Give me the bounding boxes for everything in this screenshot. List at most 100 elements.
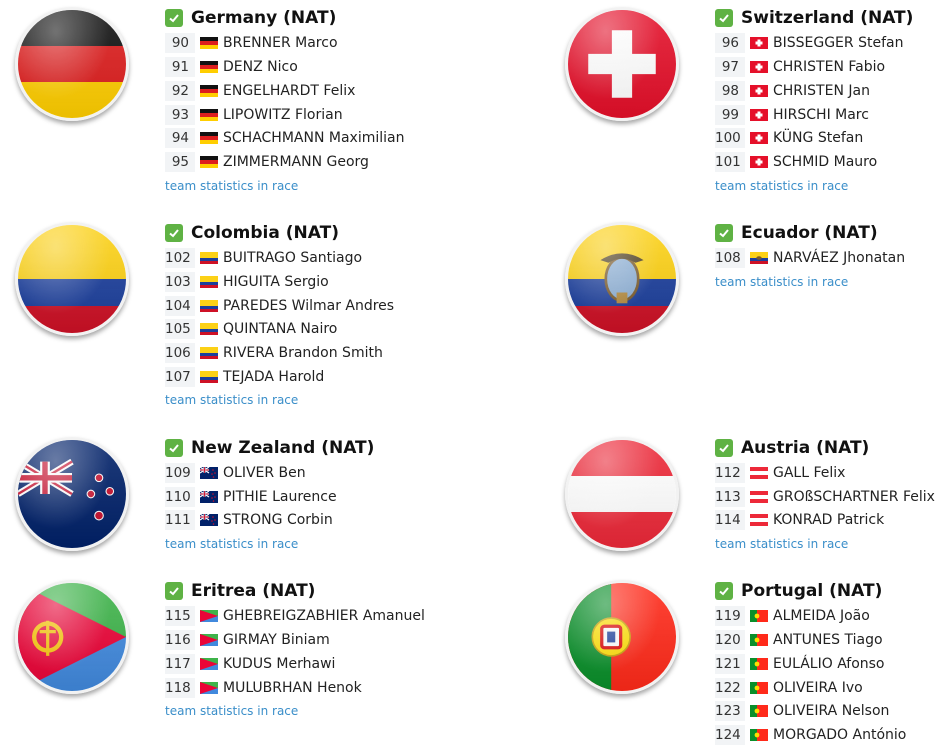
rider-row[interactable]: 107 TEJADA Harold — [165, 367, 324, 387]
team-statistics-link[interactable]: team statistics in race — [715, 179, 849, 193]
rider-name[interactable]: HIGUITA Sergio — [223, 274, 329, 290]
team-statistics-link[interactable]: team statistics in race — [165, 537, 299, 551]
rider-name[interactable]: KUDUS Merhawi — [223, 656, 336, 672]
rider-name[interactable]: BUITRAGO Santiago — [223, 250, 363, 266]
rider-row[interactable]: 108 NARVÁEZ Jhonatan — [715, 248, 905, 268]
rider-row[interactable]: 117 KUDUS Merhawi — [165, 654, 335, 674]
rider-row[interactable]: 109 OLIVER Ben — [165, 463, 306, 483]
rider-row[interactable]: 92 ENGELHARDT Felix — [165, 81, 355, 101]
rider-row[interactable]: 93 LIPOWITZ Florian — [165, 105, 343, 125]
rider-row[interactable]: 118 MULUBRHAN Henok — [165, 678, 362, 698]
rider-name[interactable]: LIPOWITZ Florian — [223, 107, 343, 123]
team-name[interactable]: Austria (NAT) — [741, 438, 870, 458]
colombia-flag-icon[interactable] — [15, 222, 129, 336]
rider-row[interactable]: 120 ANTUNES Tiago — [715, 630, 883, 650]
rider-row[interactable]: 100 KÜNG Stefan — [715, 128, 863, 148]
rider-name[interactable]: BISSEGGER Stefan — [773, 35, 904, 51]
new-zealand-flag-icon[interactable] — [15, 437, 129, 551]
rider-row[interactable]: 91 DENZ Nico — [165, 57, 298, 77]
rider-name[interactable]: QUINTANA Nairo — [223, 321, 338, 337]
rider-name[interactable]: SCHACHMANN Maximilian — [223, 130, 405, 146]
rider-row[interactable]: 116 GIRMAY Biniam — [165, 630, 330, 650]
team-title[interactable]: Austria (NAT) — [715, 438, 869, 458]
rider-name[interactable]: RIVERA Brandon Smith — [223, 345, 383, 361]
germany-flag-icon[interactable] — [15, 7, 129, 121]
team-name[interactable]: Switzerland (NAT) — [741, 8, 914, 28]
rider-row[interactable]: 99 HIRSCHI Marc — [715, 105, 869, 125]
rider-name[interactable]: HIRSCHI Marc — [773, 107, 869, 123]
team-name[interactable]: Eritrea (NAT) — [191, 581, 316, 601]
team-name[interactable]: Germany (NAT) — [191, 8, 337, 28]
ecuador-flag-icon[interactable] — [565, 222, 679, 336]
switzerland-flag-icon[interactable] — [565, 7, 679, 121]
rider-name[interactable]: ALMEIDA João — [773, 608, 870, 624]
rider-row[interactable]: 96 BISSEGGER Stefan — [715, 33, 903, 53]
rider-row[interactable]: 123 OLIVEIRA Nelson — [715, 701, 889, 721]
team-statistics-link[interactable]: team statistics in race — [165, 704, 299, 718]
rider-name[interactable]: MULUBRHAN Henok — [223, 680, 362, 696]
rider-row[interactable]: 119 ALMEIDA João — [715, 606, 870, 626]
rider-row[interactable]: 122 OLIVEIRA Ivo — [715, 678, 863, 698]
rider-row[interactable]: 111 STRONG Corbin — [165, 510, 333, 530]
rider-name[interactable]: DENZ Nico — [223, 59, 298, 75]
rider-name[interactable]: CHRISTEN Jan — [773, 83, 870, 99]
rider-name[interactable]: STRONG Corbin — [223, 512, 333, 528]
rider-row[interactable]: 110 PITHIE Laurence — [165, 487, 337, 507]
austria-flag-icon[interactable] — [565, 437, 679, 551]
team-title[interactable]: Switzerland (NAT) — [715, 8, 913, 28]
rider-name[interactable]: MORGADO António — [773, 727, 907, 743]
rider-row[interactable]: 101 SCHMID Mauro — [715, 152, 877, 172]
rider-name[interactable]: KONRAD Patrick — [773, 512, 885, 528]
team-name[interactable]: Portugal (NAT) — [741, 581, 883, 601]
team-title[interactable]: Eritrea (NAT) — [165, 581, 315, 601]
rider-name[interactable]: EULÁLIO Afonso — [773, 656, 885, 672]
team-statistics-link[interactable]: team statistics in race — [715, 275, 849, 289]
team-statistics-link[interactable]: team statistics in race — [165, 179, 299, 193]
rider-name[interactable]: OLIVER Ben — [223, 465, 306, 481]
rider-name[interactable]: ANTUNES Tiago — [773, 632, 883, 648]
rider-row[interactable]: 121 EULÁLIO Afonso — [715, 654, 885, 674]
rider-row[interactable]: 103 HIGUITA Sergio — [165, 272, 329, 292]
rider-name[interactable]: TEJADA Harold — [223, 369, 325, 385]
rider-row[interactable]: 95 ZIMMERMANN Georg — [165, 152, 369, 172]
rider-row[interactable]: 104 PAREDES Wilmar Andres — [165, 296, 394, 316]
team-name[interactable]: Ecuador (NAT) — [741, 223, 878, 243]
rider-name[interactable]: GIRMAY Biniam — [223, 632, 330, 648]
team-name[interactable]: Colombia (NAT) — [191, 223, 339, 243]
team-name[interactable]: New Zealand (NAT) — [191, 438, 375, 458]
team-title[interactable]: Ecuador (NAT) — [715, 223, 878, 243]
team-title[interactable]: Portugal (NAT) — [715, 581, 882, 601]
rider-row[interactable]: 112 GALL Felix — [715, 463, 845, 483]
rider-name[interactable]: PITHIE Laurence — [223, 489, 337, 505]
portugal-flag-icon[interactable] — [565, 580, 679, 694]
team-title[interactable]: Germany (NAT) — [165, 8, 336, 28]
rider-row[interactable]: 114 KONRAD Patrick — [715, 510, 884, 530]
rider-name[interactable]: NARVÁEZ Jhonatan — [773, 250, 906, 266]
rider-name[interactable]: GROßSCHARTNER Felix — [773, 489, 935, 505]
team-title[interactable]: New Zealand (NAT) — [165, 438, 374, 458]
rider-name[interactable]: PAREDES Wilmar Andres — [223, 298, 395, 314]
rider-name[interactable]: CHRISTEN Fabio — [773, 59, 886, 75]
rider-row[interactable]: 106 RIVERA Brandon Smith — [165, 343, 383, 363]
rider-row[interactable]: 90 BRENNER Marco — [165, 33, 338, 53]
rider-name[interactable]: KÜNG Stefan — [773, 130, 864, 146]
rider-row[interactable]: 102 BUITRAGO Santiago — [165, 248, 362, 268]
team-statistics-link[interactable]: team statistics in race — [715, 537, 849, 551]
rider-name[interactable]: SCHMID Mauro — [773, 154, 878, 170]
rider-name[interactable]: ZIMMERMANN Georg — [223, 154, 369, 170]
rider-row[interactable]: 97 CHRISTEN Fabio — [715, 57, 885, 77]
rider-name[interactable]: GALL Felix — [773, 465, 846, 481]
rider-row[interactable]: 115 GHEBREIGZABHIER Amanuel — [165, 606, 425, 626]
rider-name[interactable]: BRENNER Marco — [223, 35, 338, 51]
rider-name[interactable]: GHEBREIGZABHIER Amanuel — [223, 608, 425, 624]
rider-row[interactable]: 98 CHRISTEN Jan — [715, 81, 870, 101]
rider-name[interactable]: OLIVEIRA Ivo — [773, 680, 863, 696]
rider-name[interactable]: ENGELHARDT Felix — [223, 83, 356, 99]
rider-row[interactable]: 94 SCHACHMANN Maximilian — [165, 128, 404, 148]
eritrea-flag-icon[interactable] — [15, 580, 129, 694]
team-statistics-link[interactable]: team statistics in race — [165, 393, 299, 407]
rider-row[interactable]: 105 QUINTANA Nairo — [165, 319, 337, 339]
rider-row[interactable]: 113 GROßSCHARTNER Felix — [715, 487, 935, 507]
rider-name[interactable]: OLIVEIRA Nelson — [773, 703, 890, 719]
rider-row[interactable]: 124 MORGADO António — [715, 725, 906, 745]
